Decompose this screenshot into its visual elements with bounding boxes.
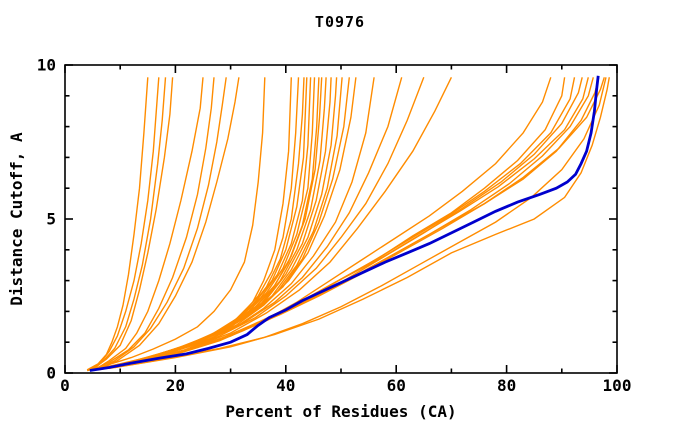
model-curve [97, 77, 227, 370]
x-tick-label: 20 [166, 376, 185, 395]
model-curve [92, 77, 308, 371]
model-curve [89, 77, 160, 371]
chart-title: T0976 [314, 13, 366, 31]
y-tick-label: 5 [46, 210, 56, 229]
x-tick-label: 100 [603, 376, 632, 395]
y-tick-label: 0 [46, 364, 56, 383]
model-curve [97, 77, 594, 371]
highlight-curve [89, 75, 600, 372]
x-tick-label: 60 [387, 376, 406, 395]
model-curve [114, 77, 610, 369]
model-curve [97, 77, 240, 371]
x-tick-label: 40 [276, 376, 295, 395]
model-curve [106, 77, 357, 370]
model-curve [97, 77, 552, 370]
x-tick-label: 80 [497, 376, 516, 395]
model-curve [100, 77, 605, 370]
model-curve [97, 76, 453, 370]
model-curve [92, 77, 174, 370]
model-curve [95, 77, 204, 370]
x-tick-label: 0 [60, 376, 70, 395]
model-curve [95, 77, 312, 371]
model-curve [89, 77, 266, 371]
model-curve [86, 77, 149, 371]
model-curve [92, 77, 167, 371]
model-curve [109, 77, 607, 370]
model-curve [97, 77, 583, 370]
curves-layer [86, 75, 610, 372]
x-axis-label: Percent of Residues (CA) [225, 402, 457, 421]
model-curve [97, 77, 425, 370]
y-tick-label: 10 [37, 56, 56, 75]
model-curve [92, 77, 215, 371]
